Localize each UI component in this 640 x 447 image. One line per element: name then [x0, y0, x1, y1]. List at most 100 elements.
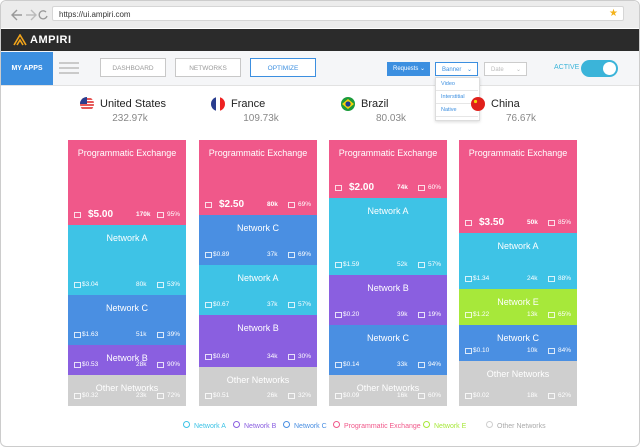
- segment[interactable]: Network B $0.53 28k 90%: [68, 345, 186, 375]
- bookmark-star[interactable]: ★: [609, 8, 618, 19]
- count: 50k: [527, 219, 538, 226]
- legend-item[interactable]: Network E: [423, 421, 466, 431]
- segment[interactable]: Network C $0.10 10k 84%: [459, 325, 577, 361]
- country-total: 232.97k: [112, 113, 148, 124]
- segment[interactable]: Network C $0.14 33k 94%: [329, 325, 447, 375]
- address-bar[interactable]: https://ui.ampiri.com: [52, 6, 624, 21]
- share-icon: [418, 262, 425, 268]
- segment[interactable]: Network B $0.20 39k 19%: [329, 275, 447, 325]
- nav-button[interactable]: DASHBOARD: [100, 58, 166, 77]
- flag: [471, 97, 485, 111]
- menu-icon[interactable]: [59, 62, 79, 74]
- price: $1.59: [343, 261, 360, 268]
- price-icon: [465, 348, 472, 354]
- share: 72%: [166, 392, 180, 399]
- legend-label: Programmatic Exchange: [344, 423, 421, 430]
- price: $0.14: [343, 361, 360, 368]
- segment-stats: $0.89 37k 69%: [205, 249, 311, 261]
- count: 34k: [267, 353, 278, 360]
- nav-button[interactable]: NETWORKS: [175, 58, 241, 77]
- share-icon: [418, 362, 425, 368]
- legend-item[interactable]: Programmatic Exchange: [333, 421, 421, 431]
- price-icon: [465, 276, 472, 282]
- my-apps-tab[interactable]: MY APPS: [1, 52, 53, 85]
- segment[interactable]: Network A $3.04 80k 53%: [68, 225, 186, 295]
- segment-stats: $0.20 39k 19%: [335, 309, 441, 321]
- share: 69%: [297, 201, 311, 208]
- legend-item[interactable]: Other Networks: [486, 421, 546, 431]
- flag: [80, 97, 94, 111]
- nav-arrows[interactable]: [9, 8, 49, 22]
- segment-stats: $0.32 23k 72%: [74, 390, 180, 402]
- segment-name: Programmatic Exchange: [77, 148, 177, 158]
- count: 28k: [136, 361, 147, 368]
- share: 69%: [297, 251, 311, 258]
- legend-item[interactable]: Network A: [183, 421, 226, 431]
- dropdown-caret: ⌄: [515, 67, 521, 73]
- segment[interactable]: Network A $1.34 24k 88%: [459, 233, 577, 289]
- price-icon: [465, 220, 472, 226]
- count: 170k: [136, 211, 151, 218]
- share-icon: [548, 393, 555, 399]
- dropdown-caret: ⌄: [466, 67, 472, 73]
- segment[interactable]: Network A $0.67 37k 57%: [199, 265, 317, 315]
- price-icon: [335, 393, 342, 399]
- country-name: France: [231, 98, 266, 110]
- price: $0.67: [213, 301, 230, 308]
- segment-name: Other Networks: [95, 383, 159, 393]
- dropdown-option[interactable]: Native: [436, 104, 478, 117]
- share: 32%: [297, 392, 311, 399]
- legend-item[interactable]: Network C: [283, 421, 327, 431]
- count: 80k: [136, 281, 147, 288]
- price: $1.22: [473, 311, 490, 318]
- segment-name: Programmatic Exchange: [468, 148, 568, 158]
- segment-stats: $5.00 170k 95%: [74, 209, 180, 221]
- segment[interactable]: Other Networks $0.02 18k 62%: [459, 361, 577, 406]
- segment[interactable]: Network B $0.60 34k 30%: [199, 315, 317, 367]
- price-icon: [205, 252, 212, 258]
- legend-label: Other Networks: [497, 423, 546, 430]
- flag: [211, 97, 225, 111]
- share: 39%: [166, 331, 180, 338]
- segment-name: Network B: [367, 283, 409, 293]
- segment[interactable]: Network E $1.22 13k 65%: [459, 289, 577, 325]
- share-icon: [288, 202, 295, 208]
- price-icon: [465, 312, 472, 318]
- count: 37k: [267, 251, 278, 258]
- country-total: 109.73k: [243, 113, 279, 124]
- price: $3.50: [479, 217, 505, 228]
- dropdown[interactable]: Date ⌄: [484, 62, 527, 76]
- segment-stats: $1.59 52k 57%: [335, 259, 441, 271]
- price-icon: [74, 212, 81, 218]
- segment[interactable]: Programmatic Exchange $2.00 74k 60%: [329, 140, 447, 198]
- count: 18k: [527, 392, 538, 399]
- segment[interactable]: Programmatic Exchange $3.50 50k 85%: [459, 140, 577, 233]
- active-toggle[interactable]: [581, 60, 618, 77]
- dropdown-label: Requests: [393, 66, 419, 72]
- segment[interactable]: Other Networks $0.09 16k 60%: [329, 375, 447, 406]
- segment-stats: $0.67 37k 57%: [205, 299, 311, 311]
- segment-stats: $2.00 74k 60%: [335, 182, 441, 194]
- dropdown-option[interactable]: Interstitial: [436, 91, 478, 104]
- segment[interactable]: Programmatic Exchange $2.50 80k 69%: [199, 140, 317, 215]
- share: 30%: [297, 353, 311, 360]
- segment[interactable]: Network C $0.89 37k 69%: [199, 215, 317, 265]
- count: 37k: [267, 301, 278, 308]
- segment[interactable]: Network C $1.63 51k 39%: [68, 295, 186, 345]
- segment[interactable]: Programmatic Exchange $5.00 170k 95%: [68, 140, 186, 225]
- share: 65%: [557, 311, 571, 318]
- dropdown-option[interactable]: Video: [436, 78, 478, 91]
- segment-name: Network A: [367, 206, 409, 216]
- count: 16k: [397, 392, 408, 399]
- segment-stats: $0.14 33k 94%: [335, 359, 441, 371]
- legend-item[interactable]: Network B: [233, 421, 276, 431]
- segment[interactable]: Other Networks $0.32 23k 72%: [68, 375, 186, 406]
- count: 23k: [136, 392, 147, 399]
- dropdown[interactable]: Requests ⌄: [387, 62, 430, 76]
- segment[interactable]: Network A $1.59 52k 57%: [329, 198, 447, 275]
- segment[interactable]: Other Networks $0.51 26k 32%: [199, 367, 317, 406]
- dropdown[interactable]: Banner ⌄: [435, 62, 478, 76]
- share-icon: [157, 362, 164, 368]
- nav-button[interactable]: OPTIMIZE: [250, 58, 316, 77]
